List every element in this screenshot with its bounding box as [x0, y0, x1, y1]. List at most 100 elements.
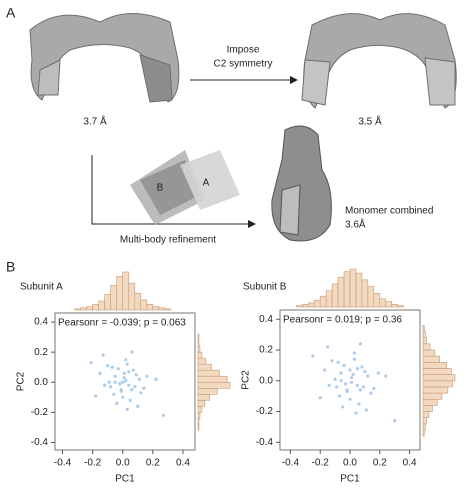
scatter-point — [342, 363, 346, 367]
scatter-point — [372, 386, 376, 391]
scatter-point — [393, 419, 397, 423]
histogram-bar — [197, 412, 201, 419]
scatter-point — [124, 379, 128, 383]
scatter-point — [343, 382, 348, 386]
x-tick-label: -0.2 — [312, 458, 330, 469]
x-tick-label: 0.0 — [116, 458, 130, 469]
histogram-bar — [92, 304, 99, 311]
histogram-bar — [197, 339, 200, 347]
y-tick-label: -0.4 — [256, 437, 274, 448]
scatter-point — [355, 383, 360, 387]
histogram-bar — [422, 343, 431, 351]
scatter-point — [94, 394, 98, 398]
scatter-point — [369, 391, 373, 395]
scatter-point — [366, 374, 370, 378]
scatter-point — [333, 377, 337, 381]
histogram-bar — [422, 423, 426, 431]
scatter-point — [364, 408, 368, 412]
histogram-bar — [197, 345, 201, 353]
scatter-point — [139, 391, 143, 395]
histogram-bar — [391, 303, 398, 308]
histogram-bar — [422, 374, 456, 382]
histogram-bar — [422, 398, 438, 406]
histogram-bar — [319, 295, 327, 308]
y-tick-label: 0.0 — [259, 375, 273, 386]
scatter-point — [119, 388, 123, 392]
histogram-bar — [197, 351, 203, 359]
scatter-point — [336, 360, 340, 364]
scatter-point — [330, 359, 334, 363]
scatter-point — [145, 374, 149, 378]
histogram-bar — [98, 300, 105, 311]
scatter-point — [354, 411, 358, 415]
histogram-bar — [86, 306, 93, 311]
scatter-point — [358, 388, 363, 392]
histogram-bar — [422, 386, 449, 394]
panel-label: A — [6, 5, 16, 21]
scatter-point — [142, 386, 146, 390]
x-tick-label: 0.2 — [373, 458, 387, 469]
scatter-point — [326, 345, 330, 349]
histogram-bar — [74, 308, 81, 311]
histogram-bar — [422, 405, 433, 412]
scatter-point — [339, 379, 343, 383]
scatter-point — [358, 342, 363, 346]
scatter-point — [345, 388, 349, 392]
x-tick-label: -0.4 — [54, 458, 72, 469]
histogram-bar — [422, 392, 443, 400]
scatter-point — [352, 351, 357, 355]
histogram-bar — [197, 418, 200, 425]
histogram-bar — [158, 307, 166, 311]
scatter-point — [327, 383, 331, 387]
histogram-bar — [197, 381, 231, 389]
scatter-point — [113, 374, 117, 378]
histogram-bar — [296, 305, 303, 308]
density-map — [271, 125, 332, 242]
histogram-bar — [422, 368, 452, 375]
scatter-point — [113, 380, 117, 384]
scatter-point — [122, 371, 126, 375]
y-tick-label: 0.2 — [259, 345, 273, 356]
resolution-label: 3.7 Å — [83, 115, 107, 128]
histogram-bar — [343, 271, 351, 308]
subplot-title: Subunit B — [243, 282, 287, 293]
y-axis-label: PC2 — [16, 371, 27, 391]
scatter-point — [125, 362, 129, 366]
x-tick-label: 0.2 — [146, 458, 160, 469]
histogram-bar — [422, 380, 453, 388]
scatter-point — [131, 368, 135, 372]
histogram-bar — [197, 424, 200, 431]
step-label: Impose — [227, 45, 260, 56]
scatter-point — [348, 397, 352, 401]
scatter-point — [161, 413, 165, 417]
arrowhead — [290, 76, 298, 84]
flow-line — [91, 155, 250, 225]
y-tick-label: 0.4 — [34, 317, 48, 328]
scatter-point — [352, 357, 357, 361]
scatter-point — [127, 383, 131, 387]
scatter-point — [154, 377, 158, 381]
method-label: Multi-body refinement — [120, 235, 216, 246]
histogram-bar — [197, 375, 228, 383]
x-axis-label: PC1 — [115, 474, 135, 485]
plot-frame — [279, 309, 421, 451]
scatter-point — [349, 376, 354, 380]
histogram-bar — [397, 305, 404, 308]
y-tick-label: -0.2 — [31, 407, 49, 418]
step-label: C2 symmetry — [214, 59, 273, 70]
scatter-point — [128, 398, 132, 402]
body-schematic — [130, 150, 240, 225]
x-tick-label: -0.4 — [282, 458, 300, 469]
body-label: A — [203, 178, 210, 189]
scatter-point — [384, 374, 388, 378]
scatter-point — [101, 353, 105, 357]
histogram-bar — [422, 411, 430, 418]
scatter-point — [134, 373, 138, 377]
scatter-point — [351, 373, 355, 377]
histogram-bar — [152, 306, 160, 311]
histogram-bar — [197, 333, 200, 341]
y-axis-label: PC2 — [241, 370, 252, 390]
scatter-point — [376, 371, 380, 375]
histogram-bar — [422, 331, 426, 338]
